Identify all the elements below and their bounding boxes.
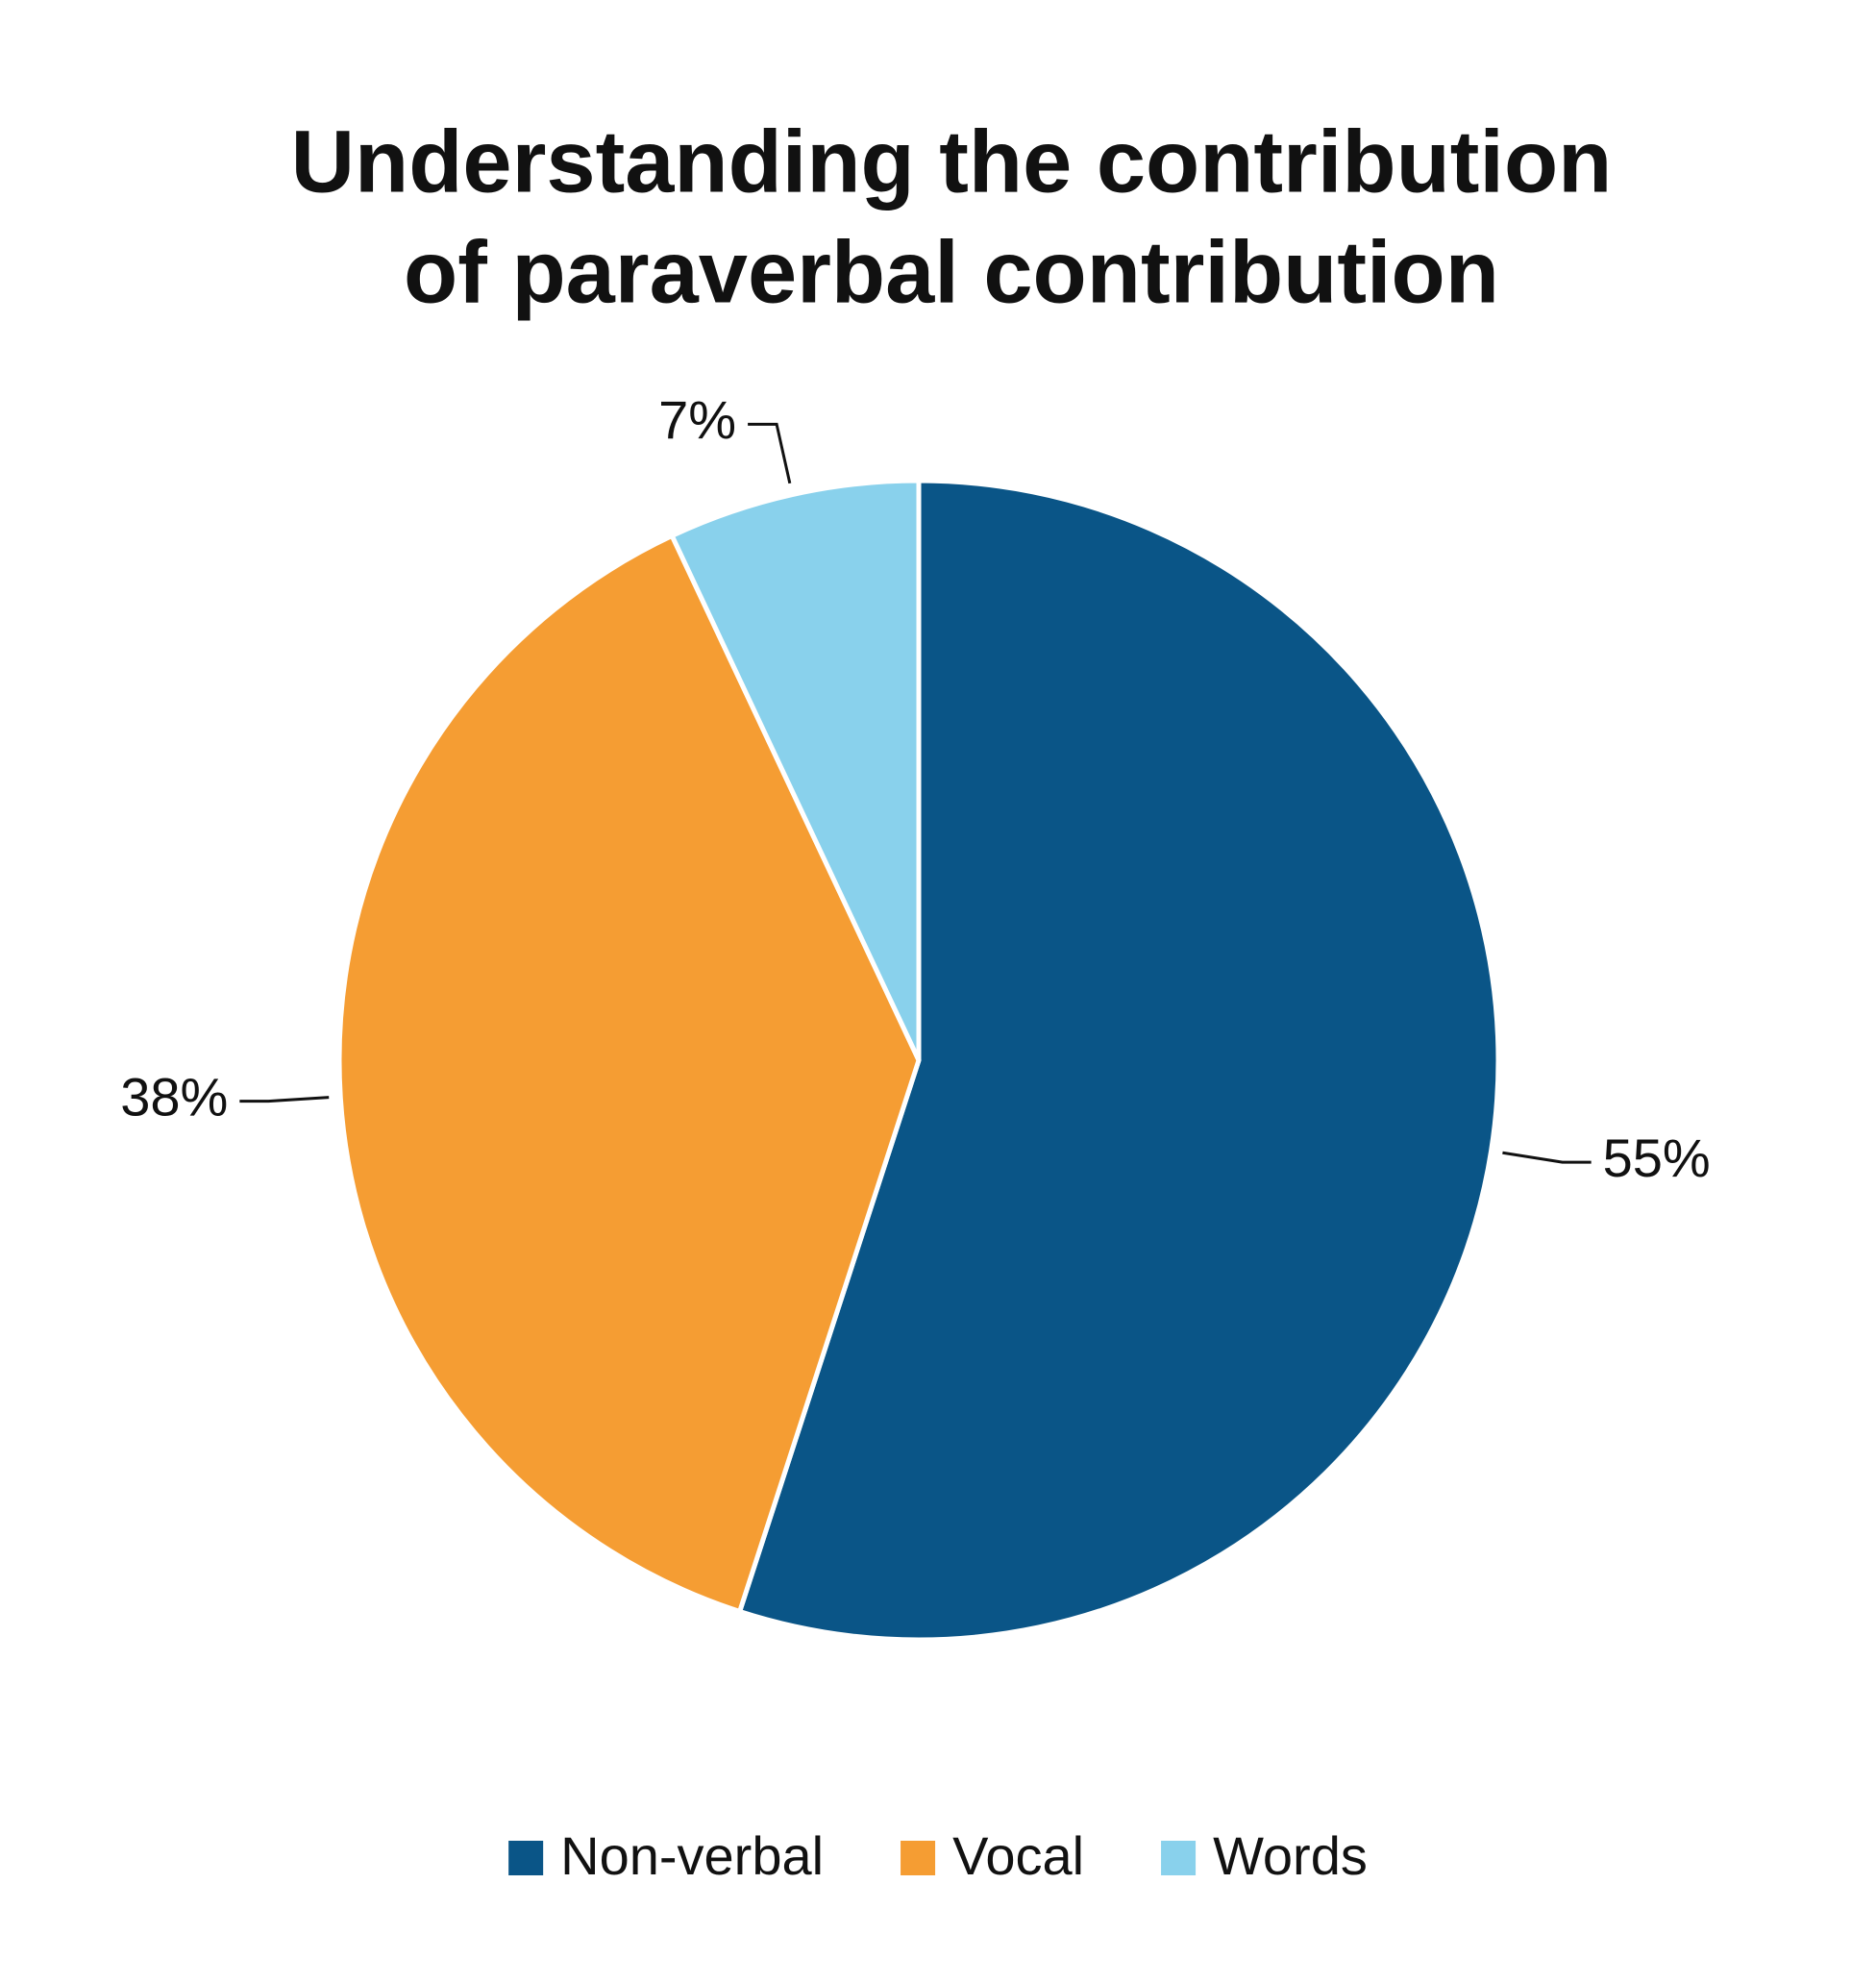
leader-line (1502, 1151, 1592, 1164)
legend-swatch (508, 1841, 544, 1875)
data-label: 55% (1603, 1128, 1711, 1188)
legend-label: Non-verbal (560, 1825, 824, 1886)
data-label: 7% (658, 389, 736, 450)
leader-line (239, 1096, 330, 1103)
legend-label: Vocal (952, 1825, 1084, 1886)
legend-swatch (1161, 1841, 1197, 1875)
legend-swatch (901, 1841, 936, 1875)
pie-slice (668, 478, 922, 1062)
chart-title: of paraverbal contribution (404, 223, 1499, 321)
pie-slice (736, 478, 1501, 1643)
legend-label: Words (1213, 1825, 1368, 1886)
data-label: 38% (120, 1066, 228, 1127)
leader-line (748, 422, 792, 484)
chart-title: Understanding the contribution (291, 112, 1613, 211)
pie-slice (336, 533, 922, 1615)
